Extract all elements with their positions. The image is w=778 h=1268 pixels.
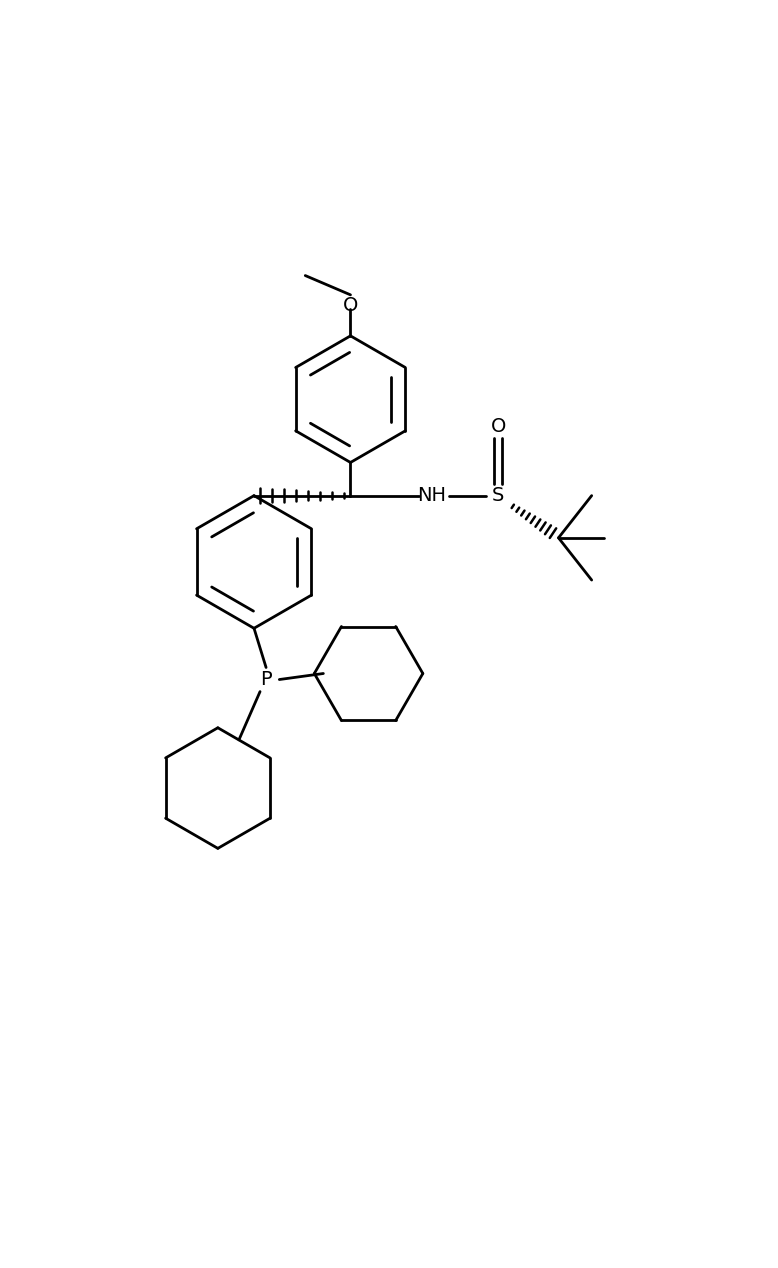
Text: P: P [261, 670, 272, 689]
Text: S: S [492, 486, 504, 505]
Text: O: O [490, 417, 506, 436]
Text: O: O [343, 297, 358, 316]
Text: NH: NH [417, 486, 447, 505]
